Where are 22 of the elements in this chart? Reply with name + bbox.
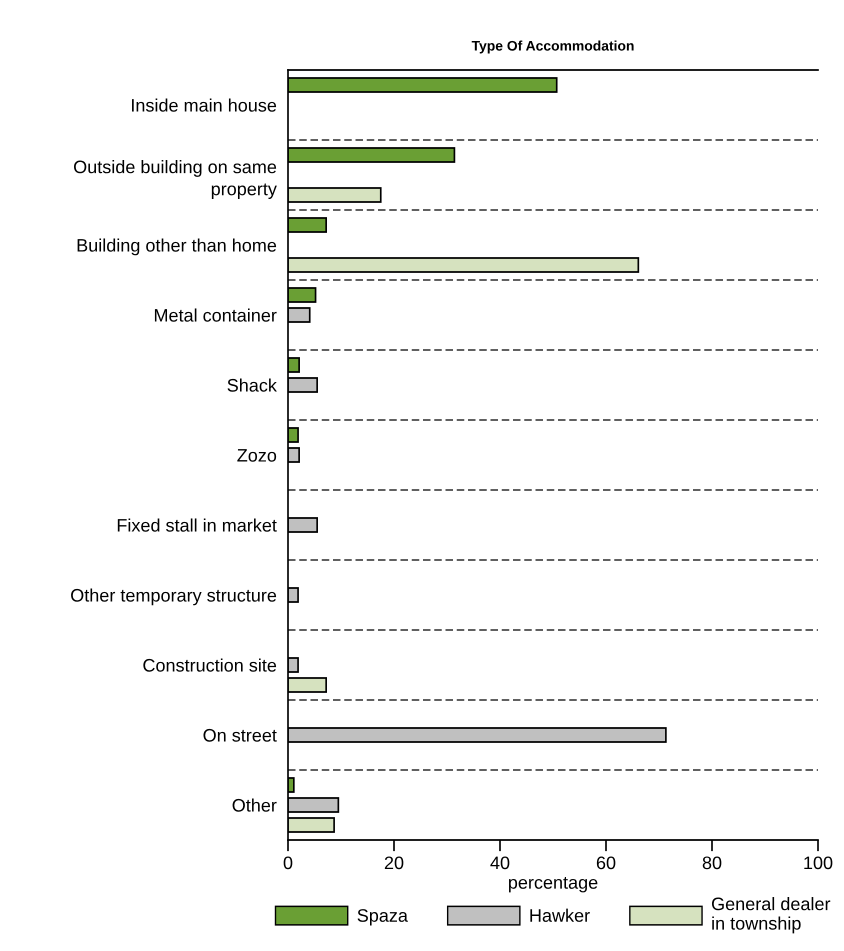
chart-title: Type Of Accommodation	[472, 40, 634, 54]
y-tick-label: Zozo	[237, 449, 276, 462]
x-tick-label: 100	[804, 856, 832, 870]
x-tick-label: 20	[384, 856, 404, 870]
y-tick-label: Outside building on same property	[74, 160, 277, 199]
x-tick-label: 60	[596, 856, 616, 870]
y-tick-label: Inside main house	[132, 98, 276, 112]
y-tick-label: Building other than home	[78, 238, 276, 256]
y-tick-label: Fixed stall in market	[118, 518, 277, 532]
y-tick-label: Other temporary structure	[71, 588, 276, 606]
y-tick-label: Construction site	[143, 658, 276, 672]
y-tick-label: On street	[203, 728, 277, 742]
y-tick-label: Other	[232, 798, 277, 812]
x-tick-label: 0	[284, 856, 292, 870]
x-tick-label: 80	[702, 856, 722, 870]
legend-label: Spaza	[358, 909, 408, 926]
legend-label: Hawker	[530, 908, 590, 922]
x-tick-label: 40	[490, 856, 510, 870]
x-axis-title: percentage	[508, 876, 598, 892]
legend-label: General dealer in township	[712, 897, 830, 934]
y-tick-label: Metal container	[154, 308, 277, 322]
y-tick-label: Shack	[228, 378, 277, 392]
